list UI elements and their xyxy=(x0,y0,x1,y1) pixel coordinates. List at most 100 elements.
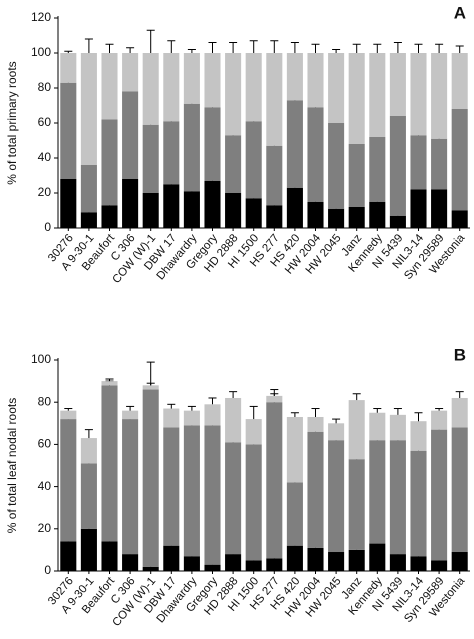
bar-segment xyxy=(60,410,77,420)
bar-segment xyxy=(204,107,221,181)
error-bar xyxy=(208,42,217,53)
bar-segment xyxy=(245,560,262,571)
error-bar xyxy=(64,50,73,53)
bar-segment xyxy=(245,53,262,122)
bar-segment xyxy=(286,187,303,228)
bar-segment xyxy=(60,419,77,542)
bar-segment xyxy=(80,438,97,464)
bar-segment xyxy=(266,395,283,403)
bar-segment xyxy=(369,412,386,441)
bar-segment xyxy=(451,552,468,571)
error-bar xyxy=(105,378,114,382)
bar-segment xyxy=(60,541,77,571)
panel-label: B xyxy=(454,345,466,364)
bar-segment xyxy=(266,402,283,559)
y-tick-label: 20 xyxy=(38,521,52,535)
bar-segment xyxy=(163,408,180,428)
bar-segment xyxy=(80,463,97,529)
error-bar xyxy=(455,45,464,53)
bar-segment xyxy=(410,421,427,451)
bar-segment xyxy=(266,53,283,146)
error-bar xyxy=(167,40,176,53)
bar-segment xyxy=(101,541,118,571)
bar-segment xyxy=(142,389,159,567)
bar-segment xyxy=(122,554,139,571)
bar-segment xyxy=(348,144,365,207)
bar-segment xyxy=(163,427,180,546)
bar-segment xyxy=(122,410,139,420)
bar-segment xyxy=(286,53,303,101)
bar-segment xyxy=(266,145,283,206)
bar-segment xyxy=(369,440,386,544)
bar-segment xyxy=(266,558,283,571)
y-tick-label: 120 xyxy=(31,10,51,24)
bar-segment xyxy=(122,91,139,179)
bar-segment xyxy=(204,53,221,108)
bar-segment xyxy=(183,53,200,104)
bar-segment xyxy=(328,208,345,228)
error-bar xyxy=(373,408,382,413)
bar-segment xyxy=(101,385,118,542)
bar-segment xyxy=(410,135,427,190)
error-bar xyxy=(208,397,217,405)
bar-segment xyxy=(60,82,77,179)
error-bar xyxy=(393,408,402,415)
error-bar xyxy=(64,408,73,411)
bar-segment xyxy=(204,404,221,426)
bar-segment xyxy=(369,53,386,137)
error-bar xyxy=(435,408,444,411)
bar-segment xyxy=(101,119,118,206)
bar-segment xyxy=(431,53,448,139)
error-bar xyxy=(311,408,320,417)
panel-label: A xyxy=(454,3,466,22)
bar-segment xyxy=(410,450,427,557)
error-bar xyxy=(146,361,155,386)
error-bar xyxy=(187,405,196,411)
bar-segment xyxy=(307,53,324,108)
error-bar xyxy=(290,42,299,53)
y-tick-label: 0 xyxy=(44,220,51,234)
bar-segment xyxy=(225,135,242,193)
bar-segment xyxy=(286,416,303,483)
bar-segment xyxy=(80,53,97,165)
bar-segment xyxy=(328,440,345,553)
bar-segment xyxy=(142,385,159,390)
bar-segment xyxy=(431,429,448,561)
bar-segment xyxy=(122,53,139,92)
bar-segment xyxy=(225,554,242,571)
bar-segment xyxy=(101,205,118,228)
error-bar xyxy=(84,429,93,439)
bar-segment xyxy=(431,189,448,228)
bar-segment xyxy=(328,552,345,571)
bar-segment xyxy=(142,53,159,125)
bar-segment xyxy=(183,191,200,228)
error-bar xyxy=(435,43,444,53)
y-tick-label: 80 xyxy=(38,80,52,94)
error-bar xyxy=(414,412,423,422)
error-bar xyxy=(187,49,196,53)
error-bar xyxy=(311,43,320,53)
y-tick-label: 80 xyxy=(38,394,52,408)
bar-segment xyxy=(204,180,221,228)
bar-segment xyxy=(60,179,77,228)
bar-segment xyxy=(204,425,221,565)
y-tick-label: 0 xyxy=(44,563,51,577)
bar-segment xyxy=(80,212,97,228)
bar-segment xyxy=(245,121,262,199)
bar-segment xyxy=(389,440,406,555)
error-bar xyxy=(84,38,93,53)
bar-segment xyxy=(451,53,468,109)
bar-segment xyxy=(389,414,406,441)
bar-segment xyxy=(142,193,159,228)
bar-segment xyxy=(245,444,262,561)
bar-segment xyxy=(122,179,139,228)
bar-segment xyxy=(369,543,386,571)
bar-segment xyxy=(348,459,365,550)
bar-segment xyxy=(266,205,283,228)
bar-segment xyxy=(410,189,427,228)
bar-segment xyxy=(348,549,365,571)
error-bar xyxy=(373,43,382,53)
bar-segment xyxy=(163,53,180,122)
bar-segment xyxy=(389,215,406,228)
bar-segment xyxy=(307,416,324,432)
